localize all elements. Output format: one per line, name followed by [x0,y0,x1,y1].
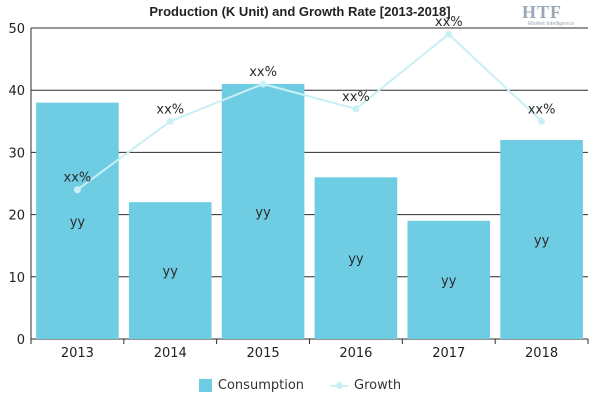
legend: Consumption Growth [0,378,600,393]
bar-2016 [314,177,398,339]
growth-data-label: xx% [435,15,463,30]
y-tick-label: 40 [8,84,25,99]
growth-data-label: xx% [156,102,184,117]
growth-point-2017 [445,30,453,38]
growth-point-2013 [73,186,81,194]
y-tick-label: 10 [8,271,25,286]
htf-logo: HTF Market Intelligence [520,2,590,30]
y-tick-label: 20 [8,209,25,224]
x-tick-label: 2015 [247,346,280,361]
growth-data-label: xx% [64,171,92,186]
x-tick-label: 2014 [154,346,187,361]
x-tick-label: 2013 [61,346,94,361]
legend-swatch-consumption [198,379,212,392]
x-tick-label: 2017 [432,346,465,361]
growth-point-2015 [259,80,267,88]
logo-tagline: Market Intelligence [528,21,575,27]
legend-label-consumption: Consumption [217,378,305,393]
bar-2014 [128,202,212,339]
bar-data-label: yy [70,215,86,230]
logo-brand: HTF [522,2,563,22]
chart-title: Production (K Unit) and Growth Rate [201… [149,4,451,19]
bar-2018 [500,139,583,339]
x-tick-label: 2016 [339,346,372,361]
y-tick-label: 50 [8,22,25,37]
legend-swatch-growth [330,380,349,392]
bar-data-label: yy [255,205,271,220]
growth-line [76,32,543,191]
bar-2017 [407,220,491,339]
legend-label-growth: Growth [354,378,402,393]
legend-item-growth[interactable]: Growth [330,378,401,393]
bar-data-label: yy [163,265,179,280]
bar-data-label: yy [534,233,550,248]
bar-data-label: yy [348,252,364,267]
growth-data-label: xx% [342,90,370,105]
growth-data-label: xx% [528,102,556,117]
bar-2013 [36,102,119,339]
growth-point-2018 [538,117,546,125]
bar-data-label: yy [441,274,457,289]
x-tick-label: 2018 [525,346,558,361]
y-tick-label: 0 [17,333,25,348]
growth-point-2016 [352,105,360,113]
growth-point-2014 [166,117,174,125]
y-tick-label: 30 [8,146,25,161]
growth-data-label: xx% [249,65,277,80]
bar-2015 [221,83,305,339]
legend-item-consumption[interactable]: Consumption [198,378,305,393]
